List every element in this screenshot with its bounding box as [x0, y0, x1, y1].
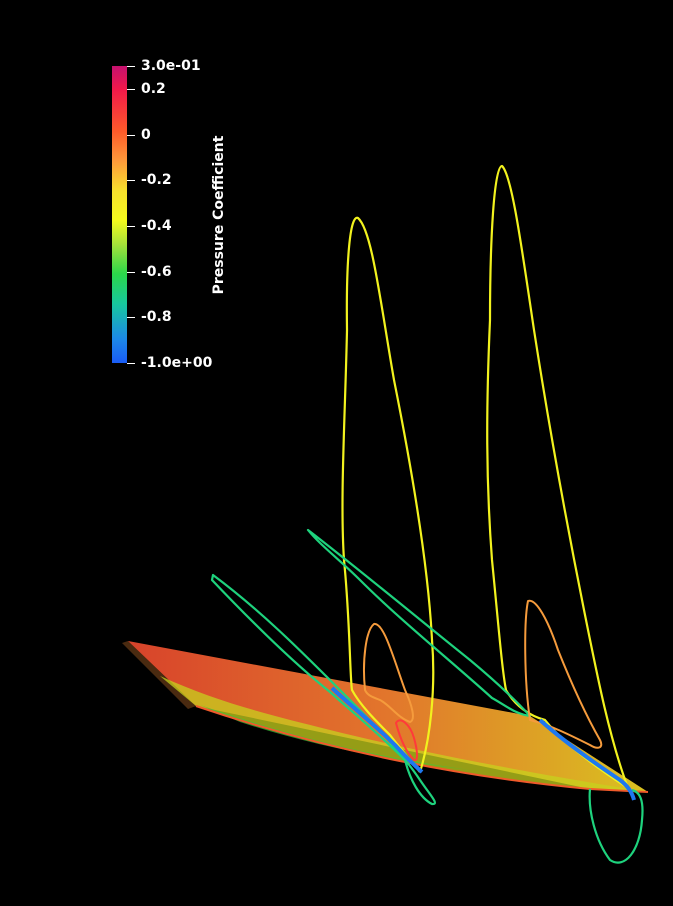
- wing-edge-line: [195, 705, 649, 793]
- contour-green-left: [210, 573, 437, 806]
- contour-blue-right: [538, 718, 636, 801]
- colorbar-tick-label: -0.2: [141, 172, 172, 188]
- colorbar-tick-mark: [127, 180, 135, 181]
- wing-body: [128, 641, 648, 792]
- contour-red-left: [395, 719, 418, 762]
- contour-green-mid: [306, 528, 532, 718]
- colorbar-tick-label: -0.6: [141, 264, 172, 280]
- colorbar-gradient: [112, 66, 127, 363]
- colorbar-tick-label: 0.2: [141, 81, 166, 97]
- contour-blue-left: [330, 686, 424, 774]
- colorbar-tick-mark: [127, 66, 135, 67]
- colorbar-tick-label: 0: [141, 127, 151, 143]
- colorbar-tick-label: -0.8: [141, 309, 172, 325]
- colorbar-tick-mark: [127, 363, 135, 364]
- colorbar-tick-mark: [127, 135, 135, 136]
- contour-green-bottom-right: [588, 788, 644, 864]
- colorbar-title: Pressure Coefficient: [211, 135, 227, 295]
- contour-yellow-left: [341, 216, 435, 773]
- colorbar-tick-label: -0.4: [141, 218, 172, 234]
- wing-side-shadow: [122, 641, 196, 709]
- contour-lines: [210, 164, 644, 864]
- contour-orange-right: [524, 599, 603, 749]
- colorbar-tick-mark: [127, 226, 135, 227]
- wing-surface: [122, 641, 649, 793]
- colorbar-tick-mark: [127, 89, 135, 90]
- colorbar-tick-label: 3.0e-01: [141, 58, 201, 74]
- colorbar-tick-label: -1.0e+00: [141, 355, 213, 371]
- contour-orange-left: [363, 623, 414, 723]
- colorbar-tick-mark: [127, 317, 135, 318]
- colorbar-tick-mark: [127, 272, 135, 273]
